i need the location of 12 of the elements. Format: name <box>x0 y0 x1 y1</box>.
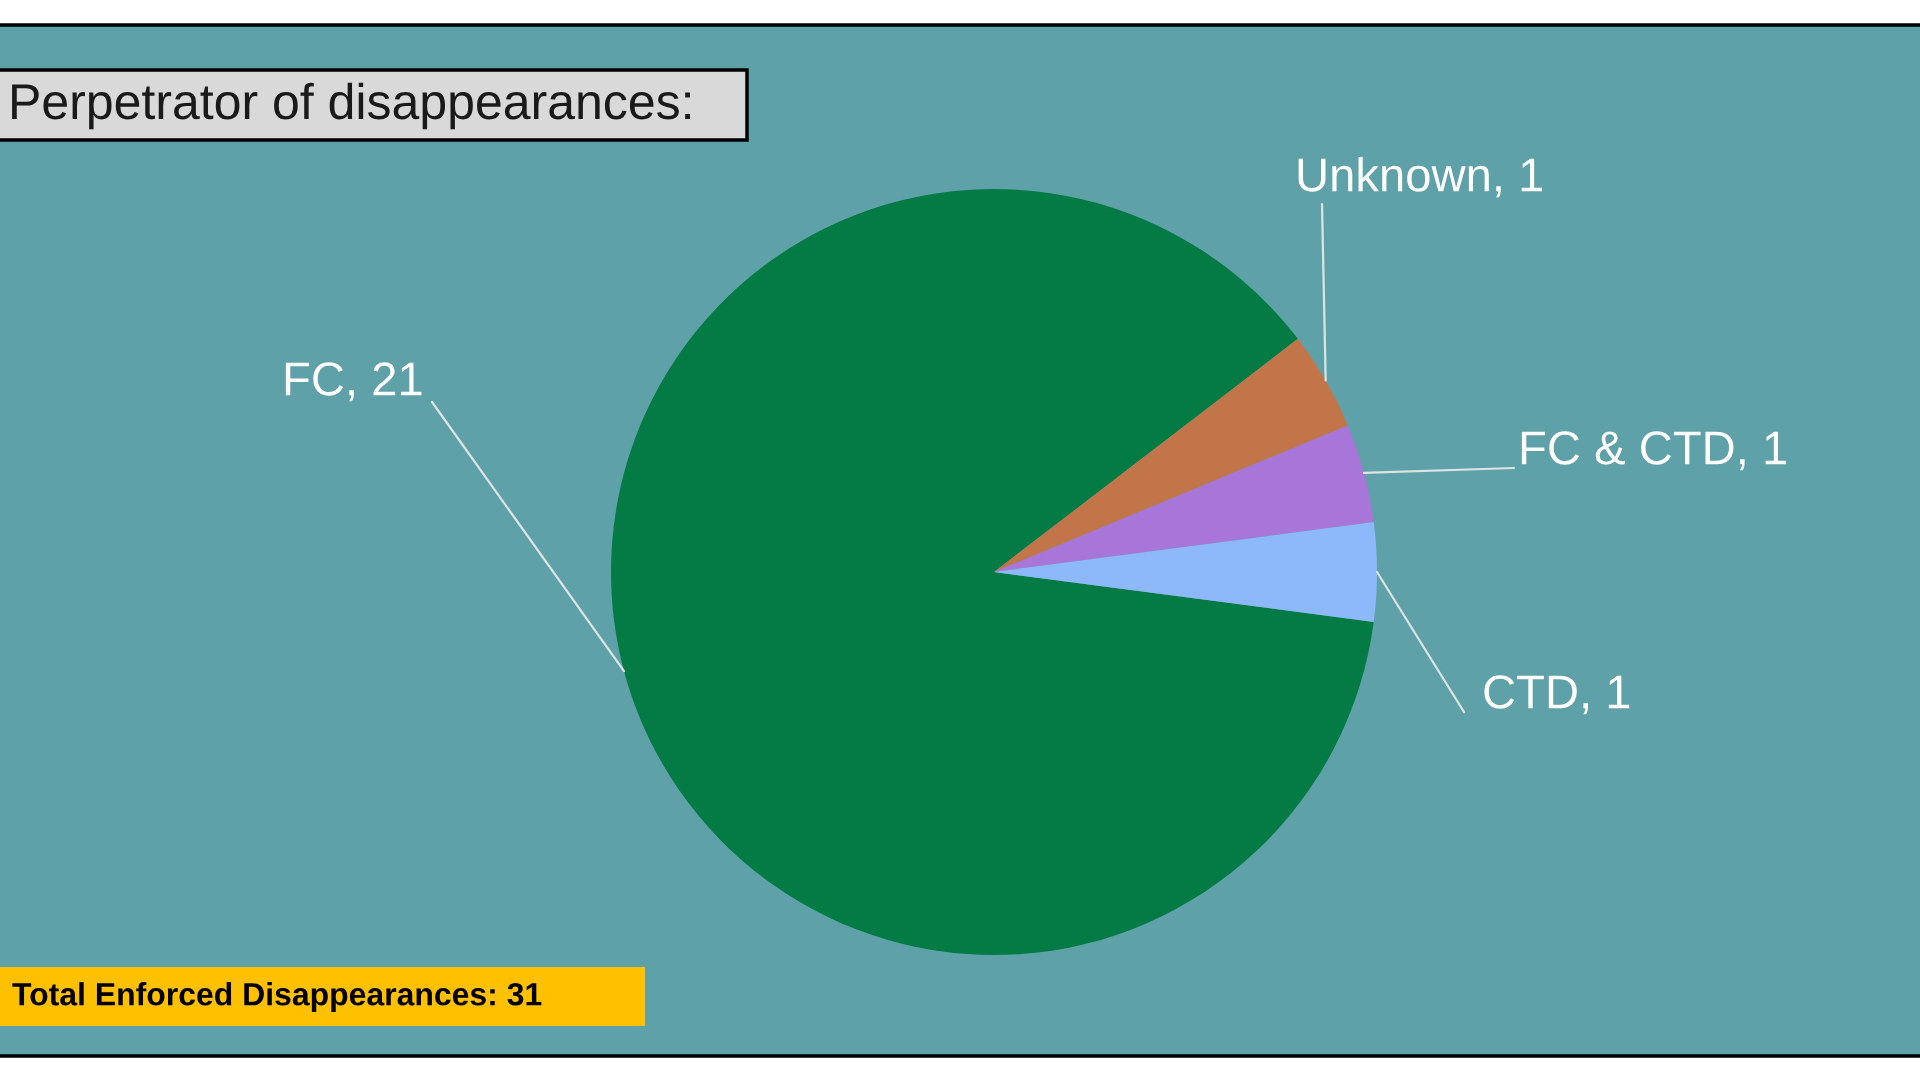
text: Total Enforced Disappearances: 31 <box>12 982 542 1012</box>
data-label: , 21 <box>349 362 422 402</box>
pie-slice <box>994 425 1374 572</box>
chart-title: Perpetrator of disappearances: <box>12 82 690 130</box>
data-label: , 1 <box>1496 158 1543 198</box>
slice-label: CTD <box>1484 675 1577 709</box>
slice-label: FC & CTD <box>1521 431 1734 465</box>
slice-label: FC <box>285 362 344 396</box>
pie-slice <box>994 338 1348 572</box>
data-label: , 1 <box>1739 431 1786 471</box>
data-label: , 1 <box>1583 675 1630 715</box>
slice-label: Unknown <box>1298 156 1489 192</box>
